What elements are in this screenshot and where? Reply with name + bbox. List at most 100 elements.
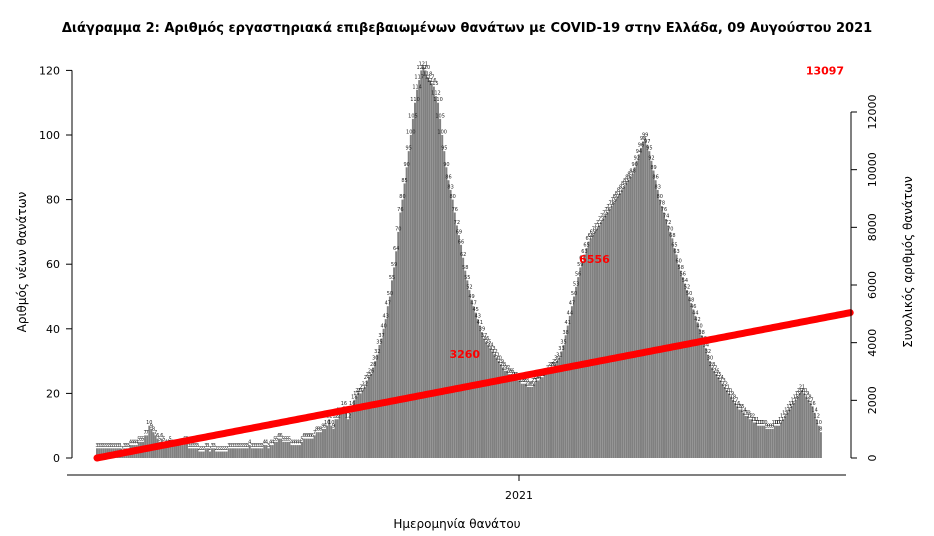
bar: [589, 238, 592, 458]
bar-label: 76: [604, 207, 610, 213]
bar: [681, 277, 684, 458]
bar: [422, 67, 425, 459]
bar: [395, 251, 398, 458]
bar: [244, 448, 247, 458]
bar-label: 69: [456, 230, 462, 236]
bar-label: 12: [814, 414, 820, 420]
bar-label: 86: [652, 175, 658, 181]
bar-label: 44: [567, 310, 573, 316]
bar-label: 77: [606, 204, 612, 210]
bar: [217, 451, 220, 458]
bar-label: 5: [284, 436, 287, 442]
bar: [213, 448, 216, 458]
bar: [748, 419, 751, 458]
bar-label: 9: [150, 423, 153, 429]
bar-label: 4: [269, 440, 272, 446]
bar: [688, 296, 691, 458]
bar-label: 3: [213, 443, 216, 449]
bar-label: 3: [229, 443, 232, 449]
bar-label: 3: [190, 443, 193, 449]
bar-label: 12: [747, 414, 753, 420]
bar: [259, 448, 262, 458]
bar: [439, 118, 442, 458]
bar: [537, 380, 540, 458]
bar: [709, 361, 712, 458]
bar: [621, 189, 624, 458]
bar: [324, 428, 327, 458]
bar: [225, 451, 228, 458]
bar-label: 87: [627, 171, 633, 177]
bar-label: 82: [617, 188, 623, 194]
bar: [495, 357, 498, 458]
bar-label: 6: [307, 433, 310, 439]
bar-label: 6: [280, 433, 283, 439]
bar: [606, 212, 609, 458]
bar-label: 22: [529, 381, 535, 387]
bar-label: 30: [496, 356, 502, 362]
bar: [273, 441, 276, 458]
bar-label: 35: [560, 339, 566, 345]
bar: [516, 380, 519, 458]
bar-label: 31: [493, 352, 499, 358]
bar: [307, 438, 310, 458]
bar: [342, 406, 345, 458]
bar: [566, 325, 569, 458]
bar-label: 76: [452, 207, 458, 213]
bar-label: 15: [786, 404, 792, 410]
bar: [177, 445, 180, 458]
bar-label: 120: [421, 65, 431, 71]
bar-label: 110: [433, 97, 443, 103]
bar-label: 97: [644, 139, 650, 145]
bar: [208, 451, 211, 458]
bar-label: 86: [625, 175, 631, 181]
bar: [698, 328, 701, 458]
bar: [497, 361, 500, 458]
left-tick-label: 20: [46, 387, 60, 400]
bar: [374, 361, 377, 458]
bar-label: 100: [406, 130, 416, 136]
bar: [556, 361, 559, 458]
bar: [746, 416, 749, 458]
bar-label: 6: [303, 433, 306, 439]
bar-label: 6: [305, 433, 308, 439]
bar: [585, 248, 588, 458]
bar-label: 112: [431, 91, 441, 97]
bar: [529, 386, 532, 458]
bar-label: 70: [395, 226, 401, 232]
bar-label: 6: [160, 433, 163, 439]
bar-label: 31: [556, 352, 562, 358]
bar: [403, 183, 406, 458]
bar-label: 27: [502, 365, 508, 371]
bar: [292, 445, 295, 458]
bar-label: 70: [592, 226, 598, 232]
bar-label: 100: [437, 130, 447, 136]
bar: [734, 403, 737, 458]
bar-label: 2: [221, 446, 224, 452]
bar: [803, 393, 806, 458]
bar-label: 4: [131, 440, 134, 446]
bar: [175, 445, 178, 458]
bar: [654, 180, 657, 458]
bar: [815, 419, 818, 458]
bar: [437, 102, 440, 458]
bar-label: 4: [263, 440, 266, 446]
bar-label: 41: [477, 320, 483, 326]
bar-label: 3: [242, 443, 245, 449]
bar: [625, 183, 628, 458]
bar-label: 80: [657, 194, 663, 200]
bar-label: 92: [634, 155, 640, 161]
bar-label: 52: [684, 285, 690, 291]
bar-label: 16: [788, 401, 794, 407]
bar: [303, 438, 306, 458]
bar-label: 5: [141, 436, 144, 442]
bar-label: 62: [460, 252, 466, 258]
bar: [221, 451, 224, 458]
bar: [158, 441, 161, 458]
bar-label: 76: [397, 207, 403, 213]
bar-label: 3: [204, 443, 207, 449]
bar-label: 90: [443, 162, 449, 168]
bar: [185, 441, 188, 458]
bar: [250, 448, 253, 458]
bottom-axis: 2021: [67, 474, 846, 502]
bar: [468, 290, 471, 458]
